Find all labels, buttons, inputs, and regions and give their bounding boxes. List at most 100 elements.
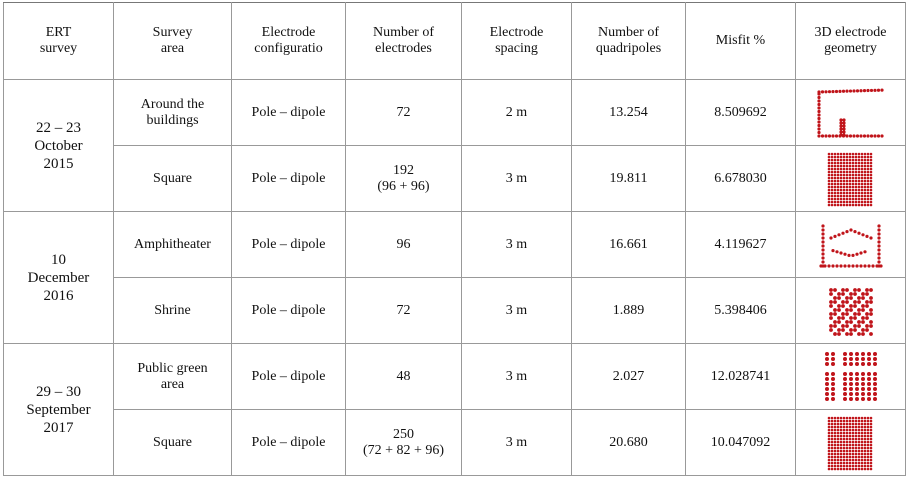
electrode-dot <box>827 191 830 194</box>
electrode-dot <box>845 464 848 467</box>
electrode-dot <box>872 376 877 381</box>
electrode-dot <box>854 252 859 256</box>
electrode-dot <box>830 176 833 179</box>
electrode-dot <box>876 251 881 256</box>
electrode-dot <box>850 253 855 257</box>
electrode-dot <box>836 461 839 464</box>
electrode-dot <box>816 98 821 103</box>
data-cell: Pole – dipole <box>231 145 346 212</box>
electrode-dot <box>854 461 857 464</box>
electrode-dot <box>869 455 872 458</box>
electrode-dot <box>866 434 869 437</box>
electrode-dot <box>838 117 843 122</box>
electrode-dot <box>842 155 845 158</box>
electrode-dot <box>863 170 866 173</box>
electrode-dot <box>828 287 833 292</box>
electrode-dot <box>862 263 867 268</box>
electrode-dot <box>858 250 863 255</box>
electrode-dot <box>830 391 835 396</box>
electrode-dot <box>869 458 872 461</box>
electrode-dot <box>864 234 869 238</box>
geometry-cell <box>795 211 906 278</box>
electrode-dot <box>824 351 829 356</box>
electrode-dot <box>863 455 866 458</box>
electrode-dot <box>850 263 855 268</box>
electrode-dot <box>869 443 872 446</box>
electrode-dot <box>827 167 830 170</box>
electrode-dot <box>848 227 853 232</box>
electrode-dot <box>830 419 833 422</box>
electrode-dot <box>816 133 821 138</box>
electrode-dot <box>852 311 857 316</box>
electrode-dot <box>848 443 851 446</box>
electrode-dot <box>869 200 872 203</box>
electrode-dot <box>842 158 845 161</box>
electrode-dot <box>851 455 854 458</box>
electrode-dot <box>842 356 847 361</box>
electrode-dot <box>860 381 865 386</box>
electrode-dot <box>866 356 871 361</box>
electrode-dot <box>827 152 830 155</box>
electrode-dot <box>863 464 866 467</box>
electrode-dot <box>860 422 863 425</box>
electrode-dot <box>854 449 857 452</box>
electrode-dot <box>839 188 842 191</box>
electrode-dot <box>860 315 865 320</box>
electrode-dot <box>860 443 863 446</box>
electrode-dot <box>830 428 833 431</box>
electrode-dot <box>833 461 836 464</box>
electrode-dot <box>841 89 845 93</box>
electrode-dot <box>863 155 866 158</box>
electrode-dot <box>830 458 833 461</box>
electrode-dot <box>854 170 857 173</box>
electrode-dot <box>832 323 837 328</box>
electrode-dot <box>832 295 837 300</box>
electrode-dot <box>836 437 839 440</box>
data-cell: Square <box>113 145 232 212</box>
data-row: Shrine Pole – dipole 72 3 m 1.889 5.398406 <box>4 277 906 344</box>
electrode-dot <box>828 311 833 316</box>
electrode-dot <box>842 419 845 422</box>
electrode-dot <box>827 458 830 461</box>
electrode-dot <box>857 440 860 443</box>
electrode-dot <box>842 351 847 356</box>
electrode-dot <box>848 291 853 296</box>
electrode-dot <box>863 167 866 170</box>
electrode-dot <box>863 161 866 164</box>
electrode-dot <box>830 185 833 188</box>
electrode-dot <box>854 391 859 396</box>
electrode-dot <box>857 455 860 458</box>
electrode-dot <box>816 116 821 120</box>
electrode-dot <box>845 431 848 434</box>
electrode-dot <box>842 431 845 434</box>
electrode-dot <box>869 194 872 197</box>
electrode-dot <box>865 88 870 92</box>
cell-line: Misfit % <box>715 33 766 48</box>
data-cell: 72 <box>345 277 462 344</box>
electrode-dot <box>857 422 860 425</box>
electrode-dot <box>848 396 853 401</box>
electrode-dot <box>830 449 833 452</box>
data-row: Square Pole – dipole 250 (72 + 82 + 96) 3 m 2… <box>4 409 906 476</box>
electrode-dot <box>869 461 872 464</box>
electrode-dot <box>860 167 863 170</box>
electrode-dot <box>836 176 839 179</box>
cell-line: 3 m <box>505 236 528 252</box>
electrode-dot <box>840 327 845 332</box>
electrode-dot <box>838 250 843 255</box>
electrode-dot <box>830 248 835 252</box>
electrode-dot <box>855 88 859 92</box>
electrode-dot <box>845 152 848 155</box>
electrode-dot <box>848 170 851 173</box>
electrode-dot <box>869 88 873 92</box>
electrode-dot <box>848 194 851 197</box>
electrode-dot <box>836 458 839 461</box>
cell-line: 72 <box>396 104 411 120</box>
electrode-dot <box>869 416 872 419</box>
electrode-dot <box>848 416 851 419</box>
cell-line: Around the <box>140 96 205 112</box>
electrode-dot <box>830 164 833 167</box>
electrode-dot <box>830 386 835 391</box>
electrode-dot <box>851 164 854 167</box>
electrode-dot <box>839 440 842 443</box>
